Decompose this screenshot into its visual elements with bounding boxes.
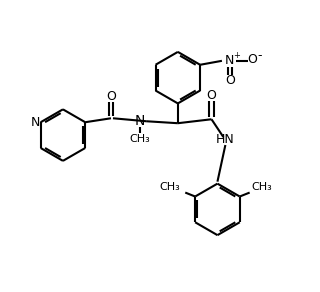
- Text: O: O: [248, 53, 258, 66]
- Text: +: +: [233, 51, 240, 60]
- Text: O: O: [207, 89, 216, 102]
- Text: CH₃: CH₃: [251, 182, 272, 192]
- Text: N: N: [225, 54, 235, 67]
- Text: CH₃: CH₃: [130, 134, 151, 144]
- Text: O: O: [106, 90, 116, 103]
- Text: N: N: [31, 116, 40, 129]
- Text: -: -: [257, 49, 262, 62]
- Text: O: O: [225, 74, 235, 87]
- Text: N: N: [135, 114, 145, 128]
- Text: CH₃: CH₃: [159, 182, 180, 192]
- Text: HN: HN: [216, 133, 235, 146]
